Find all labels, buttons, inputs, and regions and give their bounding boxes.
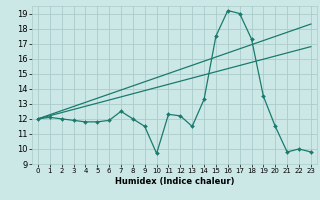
X-axis label: Humidex (Indice chaleur): Humidex (Indice chaleur): [115, 177, 234, 186]
